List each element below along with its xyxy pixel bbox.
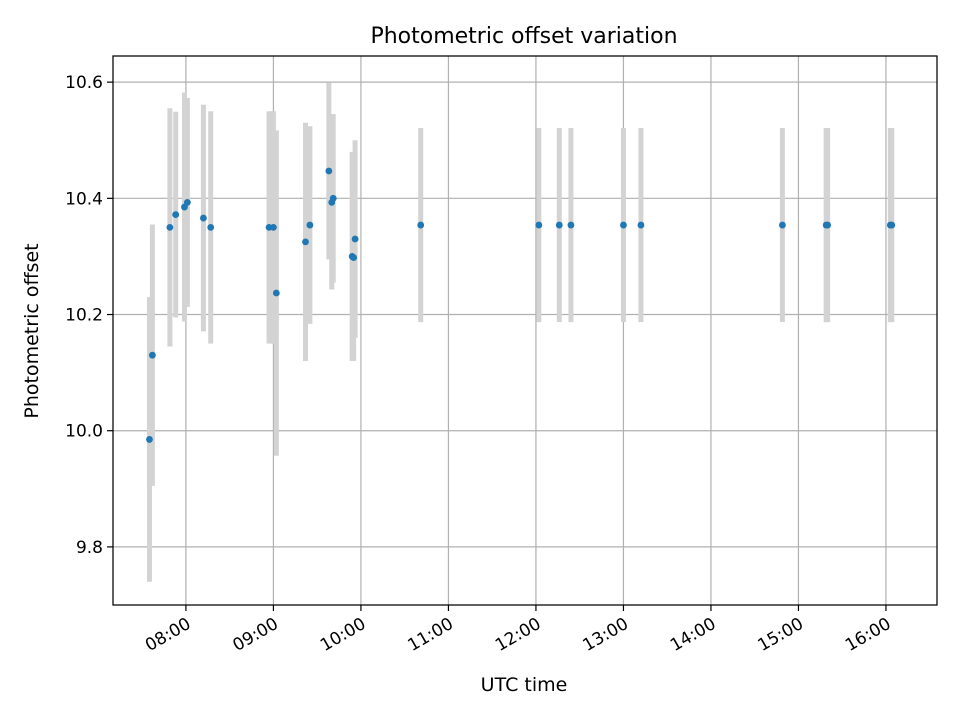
data-point: [567, 221, 575, 229]
data-point: [200, 214, 207, 222]
data-point: [417, 221, 425, 229]
y-tick-label: 10.6: [65, 73, 103, 93]
data-point: [779, 221, 786, 229]
x-axis-ticks: 08:00 09:00 10:00 11:00 12:00 13:00 14:00 15:00…: [142, 605, 894, 656]
x-tick-label: 08:00: [142, 614, 194, 656]
data-point: [272, 289, 280, 297]
plot-frame: [112, 55, 938, 606]
y-tick-label: 10.2: [65, 306, 103, 326]
grid: [113, 56, 937, 605]
error-bars: [146, 82, 895, 582]
y-axis-ticks: 9.8 10.0 10.2 10.4 10.6: [65, 73, 113, 558]
data-point: [888, 221, 896, 229]
data-point: [306, 221, 314, 229]
data-point: [535, 221, 543, 229]
y-axis-label: Photometric offset: [21, 243, 43, 418]
data-point: [824, 221, 832, 229]
x-tick-label: 16:00: [842, 614, 894, 656]
data-point: [183, 199, 191, 206]
data-point: [172, 211, 180, 219]
data-point: [302, 238, 309, 246]
chart-title: Photometric offset variation: [370, 24, 677, 49]
data-point: [148, 351, 156, 359]
data-point: [637, 221, 645, 229]
y-tick-label: 10.0: [65, 422, 103, 442]
x-tick-label: 14:00: [667, 614, 719, 656]
x-tick-label: 11:00: [404, 614, 456, 656]
x-axis-label: UTC time: [481, 674, 568, 696]
data-point: [207, 223, 215, 231]
data-point: [329, 194, 337, 202]
data-point: [620, 221, 627, 229]
data-point: [350, 254, 358, 261]
data-points: [146, 167, 896, 443]
data-point: [555, 221, 563, 229]
x-tick-label: 12:00: [492, 614, 544, 656]
x-tick-label: 10:00: [317, 614, 369, 656]
data-point: [146, 436, 153, 443]
x-tick-label: 13:00: [580, 614, 632, 656]
x-tick-label: 15:00: [755, 614, 807, 656]
data-point: [166, 223, 174, 231]
x-tick-label: 09:00: [229, 614, 281, 656]
y-tick-label: 9.8: [76, 538, 103, 558]
data-point: [325, 167, 333, 175]
data-point: [351, 235, 359, 243]
y-tick-label: 10.4: [65, 189, 103, 209]
data-point: [270, 223, 277, 231]
